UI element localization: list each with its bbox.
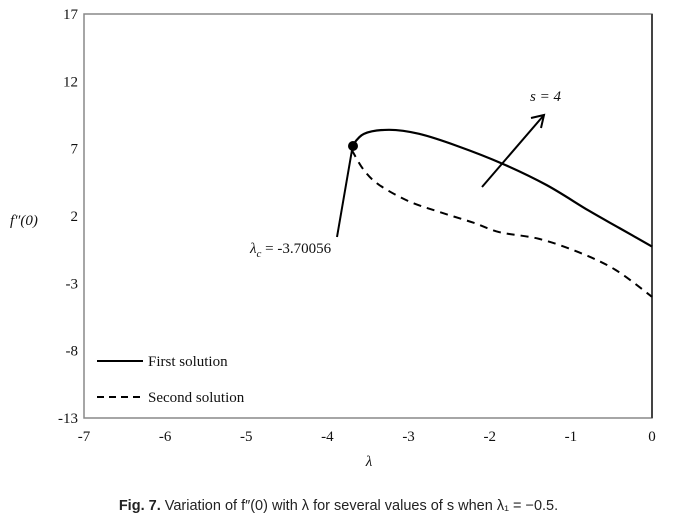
x-tick-label: -6 — [159, 429, 172, 445]
x-tick-label: -3 — [402, 429, 415, 445]
y-axis-ticks: 17 12 7 2 -3 -8 -13 — [58, 7, 79, 427]
caption-prefix: Fig. 7. — [118, 498, 161, 514]
legend-first-label: First solution — [148, 354, 228, 370]
x-tick-label: -2 — [483, 429, 496, 445]
critical-point-pointer — [336, 149, 353, 238]
x-tick-label: -7 — [78, 429, 91, 445]
x-axis-label: λ — [365, 454, 373, 470]
chart: 17 12 7 2 -3 -8 -13 -7 -6 -5 -4 -3 -2 -1 0 λ f″(0) λc… — [10, 7, 656, 470]
y-tick-label: -3 — [66, 276, 79, 292]
y-tick-label: 17 — [63, 7, 79, 23]
y-axis-label: f″(0) — [10, 213, 38, 229]
y-tick-label: 12 — [63, 74, 78, 90]
s-label: s = 4 — [530, 89, 561, 105]
series-lines — [350, 128, 653, 298]
y-tick-label: 7 — [71, 142, 79, 158]
critical-point-marker — [348, 141, 358, 151]
legend-second-label: Second solution — [148, 390, 245, 406]
x-tick-label: -1 — [565, 429, 578, 445]
figure-caption: Fig. 7. Variation of f″(0) with λ for se… — [0, 498, 677, 514]
x-tick-label: 0 — [648, 429, 656, 445]
y-tick-label: -13 — [58, 411, 78, 427]
second-solution-line — [350, 149, 653, 298]
y-tick-label: -8 — [66, 344, 79, 360]
first-solution-line — [350, 128, 653, 248]
s-arrow — [481, 113, 546, 188]
critical-point-label: λc = -3.70056 — [249, 241, 332, 260]
plot-area — [83, 13, 653, 419]
x-tick-label: -4 — [321, 429, 334, 445]
caption-text: Variation of f″(0) with λ for several va… — [160, 498, 559, 514]
legend: First solution Second solution — [97, 354, 245, 406]
y-tick-label: 2 — [71, 209, 79, 225]
x-tick-label: -5 — [240, 429, 253, 445]
x-axis-ticks: -7 -6 -5 -4 -3 -2 -1 0 — [78, 429, 656, 445]
